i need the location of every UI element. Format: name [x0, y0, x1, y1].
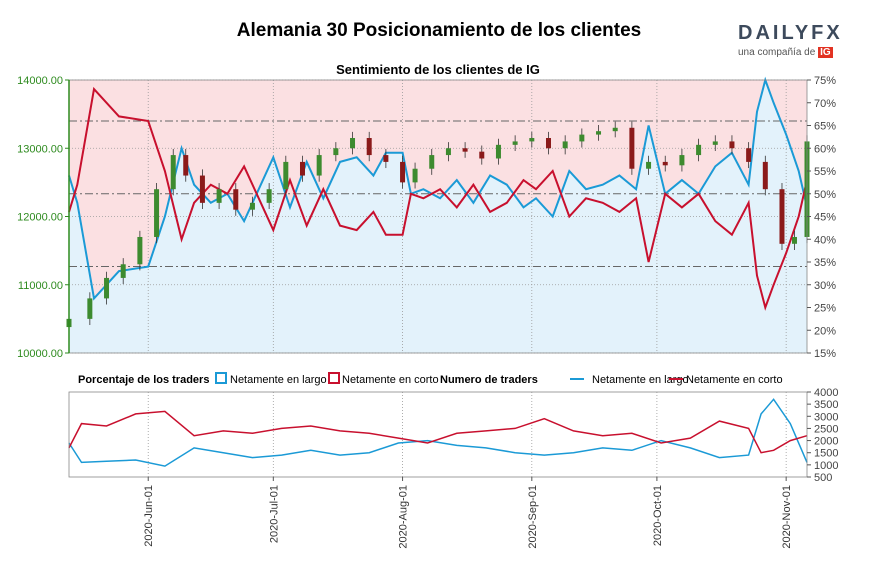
count-tick-label: 3000: [814, 411, 838, 423]
chart-title: Alemania 30 Posicionamiento de los clien…: [236, 20, 642, 41]
price-candle: [233, 189, 239, 210]
price-candle: [445, 148, 451, 156]
price-candle: [350, 138, 356, 149]
long-pct-line: [68, 76, 808, 301]
price-candle: [629, 127, 635, 169]
pct-tick-label: 15%: [814, 348, 836, 360]
pct-tick-label: 65%: [814, 121, 836, 133]
price-candle: [579, 134, 585, 142]
pct-tick-label: 75%: [814, 75, 836, 87]
price-candle: [199, 175, 205, 203]
price-candle: [333, 148, 339, 156]
price-tick-label: 12000.00: [17, 212, 63, 224]
price-candle: [696, 144, 702, 156]
date-tick-label: 2020-Jun-01: [143, 485, 155, 547]
price-candle: [137, 236, 143, 265]
legend-count-long: Netamente en largo: [592, 374, 689, 386]
price-tick-label: 14000.00: [17, 75, 63, 87]
price-candle: [746, 148, 752, 162]
count-tick-label: 2500: [814, 423, 838, 435]
date-tick-label: 2020-Aug-01: [398, 485, 410, 549]
price-candle: [791, 236, 797, 244]
price-candle: [316, 155, 322, 176]
price-candle: [545, 138, 551, 149]
price-candle: [462, 148, 468, 152]
legend-pct-title: Porcentaje de los traders: [78, 374, 209, 386]
dailyfx-logo: DAILYFX una compañía de IG: [738, 22, 850, 58]
date-tick-label: 2020-Sep-01: [527, 485, 539, 549]
pct-tick-label: 25%: [814, 303, 836, 315]
count-tick-label: 500: [814, 472, 832, 484]
price-candle: [154, 189, 160, 237]
date-tick-label: 2020-Jul-01: [268, 485, 280, 543]
price-candle: [266, 189, 272, 203]
price-candle: [170, 155, 176, 190]
logo-brand: DAILYFX: [738, 22, 843, 44]
count-short-line: [68, 410, 808, 454]
legend-count-short: Netamente en corto: [686, 374, 783, 386]
main-chart-subtitle: Sentimiento de los clientes de IG: [336, 62, 540, 77]
price-candle: [762, 161, 768, 190]
pct-tick-label: 45%: [814, 212, 836, 224]
count-tick-label: 2000: [814, 436, 838, 448]
count-long-line: [68, 398, 808, 467]
price-candle: [612, 127, 618, 132]
legend-short-swatch: [328, 372, 340, 384]
price-candle: [120, 264, 126, 278]
pct-tick-label: 35%: [814, 257, 836, 269]
legend-long-swatch: [215, 372, 227, 384]
price-candle: [562, 141, 568, 149]
price-tick-label: 13000.00: [17, 143, 63, 155]
pct-tick-label: 40%: [814, 234, 836, 246]
legend-pct-long: Netamente en largo: [230, 374, 327, 386]
pct-tick-label: 55%: [814, 166, 836, 178]
price-candle: [529, 138, 535, 142]
price-candle: [299, 161, 305, 176]
price-candle: [729, 141, 735, 149]
logo-tagline-text: una compañía de: [738, 47, 816, 58]
pct-tick-label: 50%: [814, 189, 836, 201]
price-candle: [87, 298, 93, 319]
price-candle: [249, 202, 255, 210]
price-candle: [429, 155, 435, 169]
legend-count-title: Numero de traders: [440, 374, 538, 386]
price-candle: [183, 155, 189, 176]
price-candle: [646, 161, 652, 169]
logo-tagline: una compañía de IG: [738, 47, 850, 58]
price-candle: [495, 144, 501, 159]
count-tick-label: 3500: [814, 399, 838, 411]
legend-pct-short: Netamente en corto: [342, 374, 439, 386]
logo-ig: IG: [818, 47, 833, 58]
price-tick-label: 11000.00: [18, 280, 63, 292]
price-candle: [400, 161, 406, 183]
pct-tick-label: 70%: [814, 98, 836, 110]
date-tick-label: 2020-Nov-01: [781, 485, 793, 549]
price-candle: [712, 141, 718, 145]
price-candle: [283, 161, 289, 190]
price-candle: [383, 155, 389, 162]
pct-tick-label: 20%: [814, 325, 836, 337]
short-pct-line: [68, 86, 808, 311]
price-candle: [479, 151, 485, 159]
price-candle: [596, 131, 602, 135]
price-candle: [104, 277, 110, 299]
price-candle: [779, 189, 785, 244]
count-tick-label: 4000: [814, 387, 838, 399]
price-candle: [679, 155, 685, 166]
date-tick-label: 2020-Oct-01: [652, 485, 664, 546]
pct-tick-label: 30%: [814, 280, 836, 292]
pct-tick-label: 60%: [814, 143, 836, 155]
price-candle: [366, 138, 372, 156]
count-tick-label: 1500: [814, 448, 838, 460]
price-candle: [412, 168, 418, 183]
count-plot-frame: [68, 391, 808, 478]
price-candle: [512, 141, 518, 145]
count-tick-label: 1000: [814, 460, 838, 472]
price-tick-label: 10000.00: [17, 348, 63, 360]
price-candle: [216, 189, 222, 203]
price-candle: [662, 161, 668, 166]
